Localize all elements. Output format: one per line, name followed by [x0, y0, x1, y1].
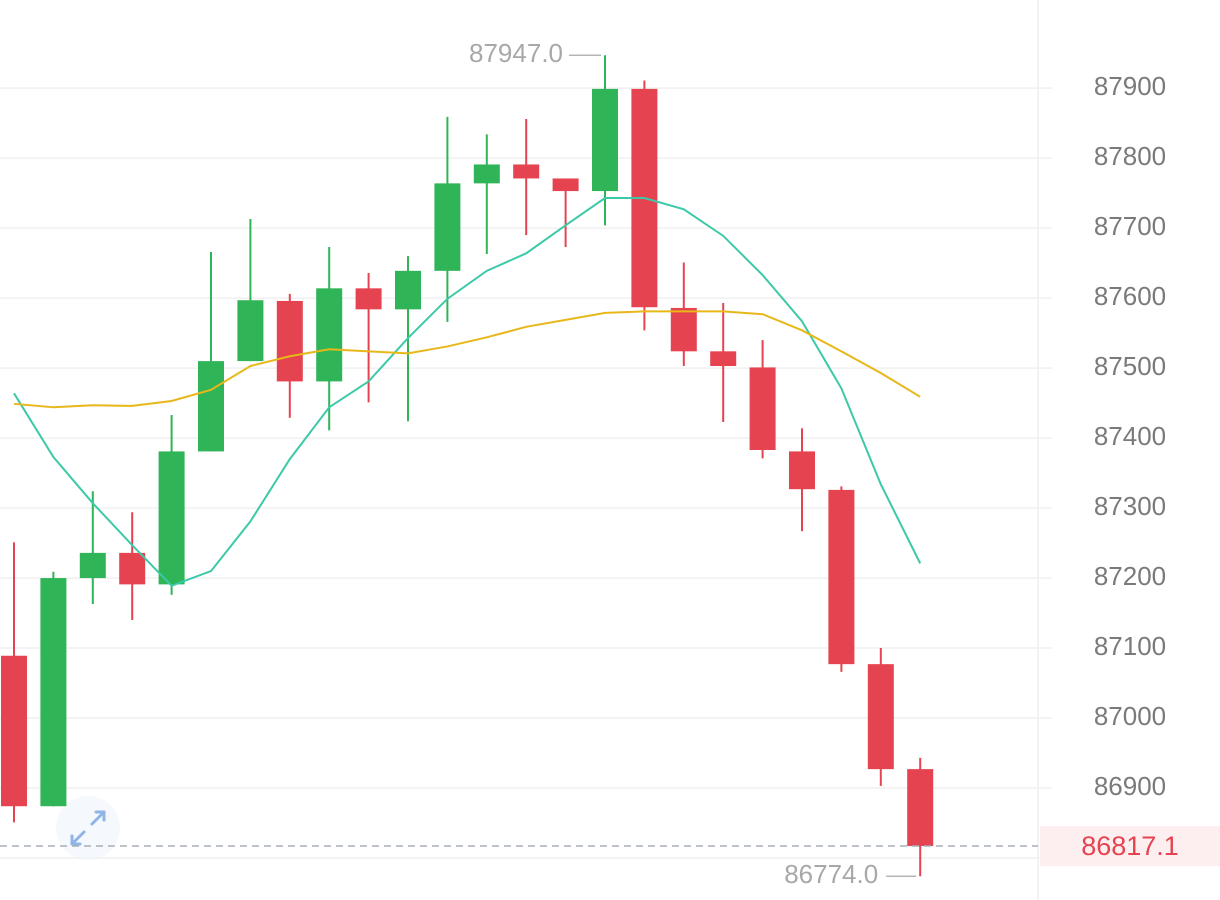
- candle-body: [789, 451, 815, 490]
- candle-body: [395, 270, 421, 310]
- candle-body: [749, 367, 776, 450]
- candles: [1, 55, 934, 877]
- y-tick-label: 87000: [1094, 701, 1166, 731]
- expand-icon: [70, 810, 106, 846]
- y-tick-label: 87500: [1094, 351, 1166, 381]
- expand-button[interactable]: [56, 796, 120, 860]
- y-axis: 8680086900870008710087200873008740087500…: [1094, 71, 1166, 871]
- y-tick-label: 86900: [1094, 771, 1166, 801]
- candle-body: [237, 300, 264, 362]
- y-tick-label: 87800: [1094, 141, 1166, 171]
- candle-body: [1, 655, 27, 807]
- candle-body: [119, 552, 146, 585]
- y-tick-label: 87300: [1094, 491, 1166, 521]
- candle-body: [670, 307, 697, 352]
- candle-body: [867, 664, 894, 770]
- ma-line: [13, 310, 921, 409]
- y-tick-label: 87700: [1094, 211, 1166, 241]
- last-price-label: 86817.1: [1081, 831, 1179, 861]
- grid: [0, 87, 1052, 859]
- y-tick-label: 87200: [1094, 561, 1166, 591]
- ma-line: [13, 197, 922, 587]
- y-tick-label: 87100: [1094, 631, 1166, 661]
- candle-body: [592, 88, 618, 192]
- candle-body: [276, 300, 303, 382]
- candle-body: [198, 361, 224, 452]
- candle-body: [710, 351, 737, 367]
- candle-body: [828, 489, 855, 665]
- last-price-box: [1040, 826, 1220, 867]
- candle-body: [513, 164, 540, 179]
- max-label: 87947.0: [469, 38, 563, 68]
- min-label: 86774.0: [784, 859, 878, 889]
- candle-body: [434, 183, 461, 271]
- candle-body: [40, 578, 67, 807]
- candle-body: [355, 288, 382, 310]
- candle-body: [907, 769, 934, 847]
- candle-body: [473, 164, 500, 184]
- y-tick-label: 87900: [1094, 71, 1166, 101]
- candle-body: [158, 451, 185, 585]
- candle-body: [316, 288, 343, 382]
- y-tick-label: 87600: [1094, 281, 1166, 311]
- candle-body: [552, 178, 579, 192]
- y-tick-label: 87400: [1094, 421, 1166, 451]
- candle-body: [79, 552, 106, 579]
